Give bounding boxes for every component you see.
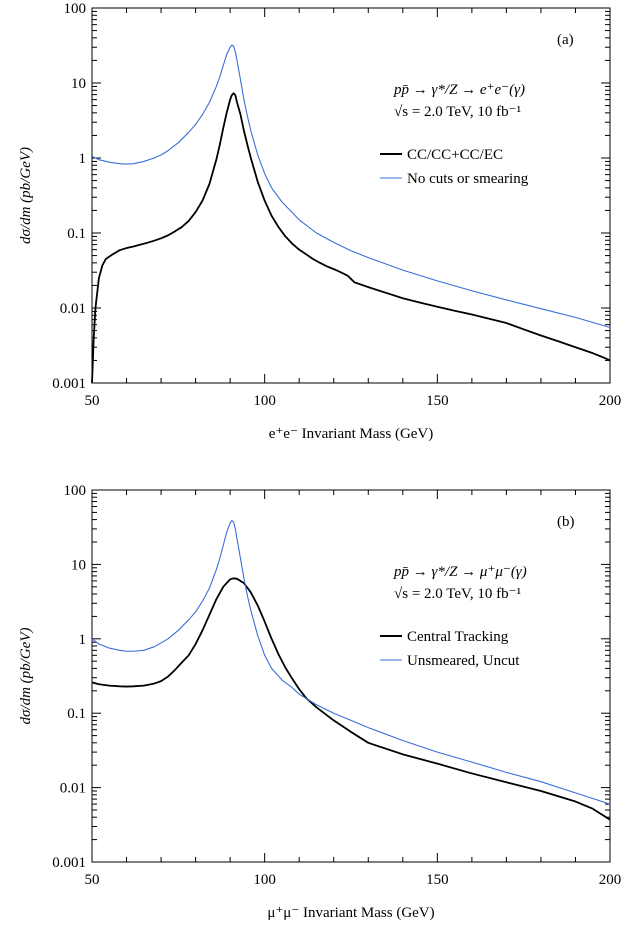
panel-label-a: (a) — [557, 32, 574, 48]
energy-annotation-b: √s = 2.0 TeV, 10 fb⁻¹ — [394, 586, 521, 602]
series-group-b — [91, 519, 611, 821]
legend-a: CC/CC+CC/EC No cuts or smearing — [380, 147, 529, 187]
y-tick-label-a-4: 10 — [71, 76, 86, 92]
series-line-b-0 — [91, 577, 611, 821]
y-tick-label-a-2: 0.1 — [67, 226, 86, 242]
panel-label-b: (b) — [557, 514, 575, 530]
y-tick-label-b-0: 0.001 — [52, 855, 86, 871]
x-tick-label-a-1: 100 — [253, 393, 276, 409]
x-tick-label-b-3: 200 — [599, 872, 622, 888]
y-tick-label-b-5: 100 — [64, 483, 87, 499]
y-tick-label-b-1: 0.01 — [60, 781, 86, 797]
x-axis-label-b: μ⁺μ⁻ Invariant Mass (GeV) — [267, 905, 434, 921]
y-tick-label-b-4: 10 — [71, 557, 86, 573]
series-line-a-0 — [91, 92, 611, 384]
y-tick-label-b-2: 0.1 — [67, 706, 86, 722]
axis-ticks-b: 0.001 0.01 0.1 1 10 100 50 100 150 200 — [52, 483, 621, 888]
series-group-a — [91, 44, 611, 384]
y-axis-label-b: dσ/dm (pb/GeV) — [18, 628, 34, 725]
plot-frame-b — [91, 489, 611, 863]
process-annotation-b: pp̄ → γ*/Z → μ⁺μ⁻(γ) — [393, 564, 527, 580]
legend-b: Central Tracking Unsmeared, Uncut — [380, 629, 520, 669]
process-annotation-a: pp̄ → γ*/Z → e⁺e⁻(γ) — [393, 82, 525, 98]
y-tick-label-b-3: 1 — [79, 632, 87, 648]
legend-entry-b-0: Central Tracking — [407, 629, 509, 645]
plot-frame-a — [91, 7, 611, 384]
y-axis-label-a: dσ/dm (pb/GeV) — [18, 147, 34, 244]
x-axis-label-a: e⁺e⁻ Invariant Mass (GeV) — [269, 426, 434, 442]
legend-entry-b-1: Unsmeared, Uncut — [407, 653, 520, 669]
energy-annotation-a: √s = 2.0 TeV, 10 fb⁻¹ — [394, 104, 521, 120]
x-tick-label-b-0: 50 — [85, 872, 100, 888]
y-tick-label-a-0: 0.001 — [52, 376, 86, 392]
x-tick-label-a-3: 200 — [599, 393, 622, 409]
panel-a: 0.001 0.01 0.1 1 10 100 50 100 150 200 dσ/dm (pb/… — [18, 1, 621, 442]
y-tick-label-a-3: 1 — [79, 151, 87, 167]
series-line-a-1 — [91, 44, 611, 328]
x-tick-label-b-1: 100 — [253, 872, 276, 888]
axis-ticks-a: 0.001 0.01 0.1 1 10 100 50 100 150 200 — [52, 1, 621, 409]
x-tick-label-a-0: 50 — [85, 393, 100, 409]
legend-entry-a-1: No cuts or smearing — [407, 171, 529, 187]
series-line-b-1 — [91, 519, 611, 805]
x-tick-label-b-2: 150 — [426, 872, 449, 888]
x-tick-label-a-2: 150 — [426, 393, 449, 409]
y-tick-label-a-1: 0.01 — [60, 301, 86, 317]
y-tick-label-a-5: 100 — [64, 1, 87, 17]
panel-b: 0.001 0.01 0.1 1 10 100 50 100 150 200 dσ/dm (pb/… — [18, 483, 621, 921]
legend-entry-a-0: CC/CC+CC/EC — [407, 147, 503, 163]
